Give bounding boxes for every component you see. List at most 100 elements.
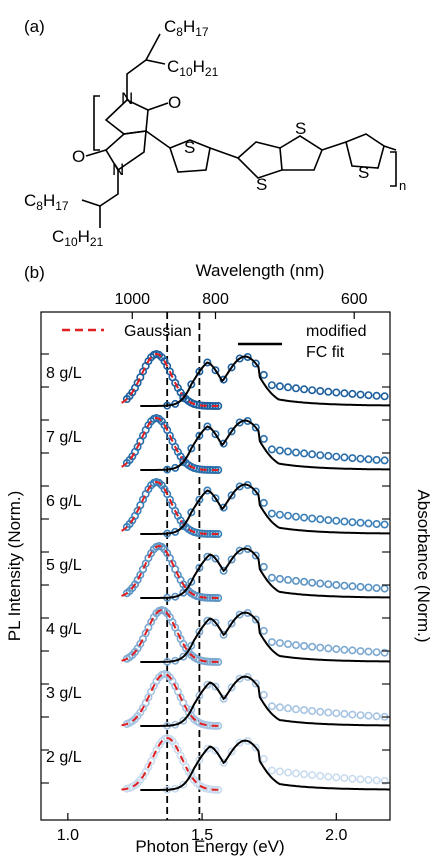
sidechain-top-a bbox=[126, 59, 166, 100]
atom-o-top: O bbox=[168, 93, 181, 112]
panel-a: (a) bbox=[24, 17, 406, 249]
absorbance-data-point bbox=[372, 712, 381, 721]
absorbance-data-point bbox=[251, 423, 260, 432]
absorbance-data-point bbox=[348, 774, 357, 783]
absorbance-data-point bbox=[211, 494, 220, 503]
atom-s-thiophene-2: S bbox=[358, 163, 369, 182]
absorbance-data-point bbox=[267, 702, 276, 711]
absorbance-data-point bbox=[235, 482, 244, 491]
repeat-unit-n: n bbox=[399, 178, 406, 193]
absorbance-data-point bbox=[275, 382, 284, 391]
gaussian-fit-line bbox=[121, 736, 219, 791]
absorbance-data-point bbox=[316, 579, 325, 588]
absorbance-data-point bbox=[227, 747, 236, 756]
absorbance-data-point bbox=[324, 708, 333, 717]
panel-a-label: (a) bbox=[24, 17, 45, 36]
absorbance-data-point bbox=[275, 703, 284, 712]
atom-n-top: N bbox=[121, 89, 133, 108]
panel-b: (b) Wavelength (nm) 1000 800 600 8 g/L 7 g/… bbox=[5, 261, 433, 856]
absorbance-data-point bbox=[179, 457, 188, 466]
absorbance-data-point bbox=[283, 511, 292, 520]
chem-label-c10h21-bottom: C10H21 bbox=[52, 227, 104, 249]
absorbance-data-point bbox=[235, 418, 244, 427]
fc-fit-line bbox=[140, 355, 390, 407]
absorbance-data-point bbox=[372, 455, 381, 464]
absorbance-data-point bbox=[195, 431, 204, 440]
carbonyl-top bbox=[147, 102, 169, 111]
absorbance-data-point bbox=[179, 588, 188, 597]
absorbance-data-point bbox=[356, 454, 365, 463]
absorbance-data-point bbox=[300, 706, 309, 715]
absorbance-data-point bbox=[187, 769, 196, 778]
concentration-label: 6 g/L bbox=[46, 493, 82, 510]
absorbance-data-point bbox=[356, 775, 365, 784]
absorbance-data-point bbox=[227, 363, 236, 372]
absorbance-data-point bbox=[348, 389, 357, 398]
absorbance-data-point bbox=[195, 755, 204, 764]
absorbance-data-point bbox=[251, 615, 260, 624]
concentration-label: 7 g/L bbox=[46, 429, 82, 446]
chem-label-c8h17-top: C8H17 bbox=[164, 17, 209, 39]
absorbance-data-point bbox=[275, 574, 284, 583]
absorbance-data-point bbox=[211, 366, 220, 375]
absorbance-data-point bbox=[340, 389, 349, 398]
absorbance-data-point bbox=[340, 645, 349, 654]
absorbance-data-point bbox=[291, 705, 300, 714]
absorbance-data-point bbox=[308, 386, 317, 395]
absorbance-data-point bbox=[291, 448, 300, 457]
legend-fc-label-line2: FC fit bbox=[306, 344, 345, 361]
absorbance-data-point bbox=[356, 711, 365, 720]
absorbance-data-point bbox=[195, 627, 204, 636]
absorbance-data-point bbox=[219, 630, 228, 639]
absorbance-data-point bbox=[179, 393, 188, 402]
concentration-label: 3 g/L bbox=[46, 685, 82, 702]
absorbance-data-point bbox=[364, 455, 373, 464]
absorbance-data-point bbox=[251, 487, 260, 496]
absorbance-data-point bbox=[179, 652, 188, 661]
chemical-labels: C8H17 C10H21 N O O N C8H17 C10H21 S S S … bbox=[24, 17, 406, 249]
absorbance-data-point bbox=[283, 704, 292, 713]
absorbance-data-point bbox=[332, 709, 341, 718]
legend-fc-label-line1: modified bbox=[306, 323, 366, 340]
absorbance-data-point bbox=[283, 640, 292, 649]
absorbance-data-point bbox=[267, 766, 276, 775]
absorbance-data-point bbox=[308, 706, 317, 715]
atom-s-thiophene-1: S bbox=[184, 138, 195, 157]
atom-s-thienothiophene-1: S bbox=[295, 119, 306, 138]
absorbance-data-point bbox=[300, 385, 309, 394]
absorbance-data-point bbox=[195, 563, 204, 572]
absorbance-data-point bbox=[300, 770, 309, 779]
sidechain-bottom-a bbox=[81, 170, 119, 207]
fc-fit-line bbox=[140, 611, 390, 663]
absorbance-data-point bbox=[195, 495, 204, 504]
absorbance-data-point bbox=[364, 519, 373, 528]
absorbance-data-point bbox=[267, 381, 276, 390]
trace-1: 8 g/L bbox=[46, 349, 390, 410]
trace-6: 3 g/L bbox=[46, 669, 390, 730]
absorbance-data-point bbox=[251, 743, 260, 752]
absorbance-data-point bbox=[259, 626, 268, 635]
absorbance-data-point bbox=[364, 775, 373, 784]
absorbance-data-point bbox=[316, 451, 325, 460]
absorbance-data-point bbox=[211, 554, 220, 563]
chem-label-c10h21-top: C10H21 bbox=[167, 57, 219, 79]
absorbance-data-point bbox=[380, 648, 389, 657]
absorbance-data-point bbox=[227, 683, 236, 692]
trace-2: 7 g/L bbox=[46, 413, 390, 474]
link-thiophene-1 bbox=[145, 130, 171, 149]
absorbance-data-point bbox=[348, 582, 357, 591]
absorbance-data-point bbox=[348, 518, 357, 527]
absorbance-data-point bbox=[251, 679, 260, 688]
absorbance-data-point bbox=[203, 744, 212, 753]
absorbance-data-point bbox=[275, 510, 284, 519]
fc-fit-line bbox=[140, 547, 391, 599]
absorbance-data-point bbox=[187, 508, 196, 517]
absorbance-data-point bbox=[235, 610, 244, 619]
absorbance-data-point bbox=[372, 584, 381, 593]
absorbance-data-point bbox=[300, 641, 309, 650]
x-tick-label: 1.5 bbox=[191, 827, 213, 844]
absorbance-data-point bbox=[251, 551, 260, 560]
absorbance-data-point bbox=[203, 616, 212, 625]
absorbance-data-point bbox=[332, 773, 341, 782]
